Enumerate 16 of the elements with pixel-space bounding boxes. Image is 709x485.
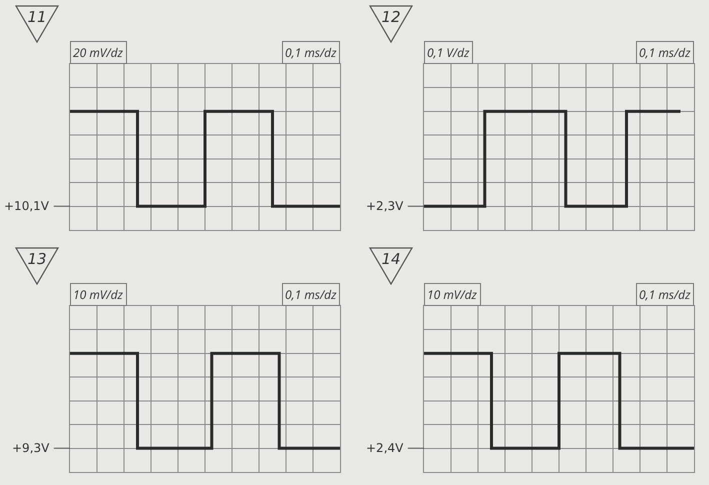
chart-title: 14 [380,250,402,268]
x-axis-title: 0,1 ms/dz [285,44,338,61]
chart-title: 11 [26,8,48,26]
ref-line-label: +2,4V [366,441,404,455]
x-axis-title: 0,1 ms/dz [285,286,338,303]
y-axis-title: 0,1 V/dz [427,44,470,61]
chart-title: 12 [380,8,402,26]
y-axis-title: 10 mV/dz [73,286,124,303]
y-axis-title: 20 mV/dz [73,44,124,61]
ref-line-label: +9,3V [12,441,50,455]
y-axis-title: 10 mV/dz [427,286,478,303]
chart-title: 13 [26,250,48,268]
ref-line-label: +10,1V [4,199,50,213]
ref-line-label: +2,3V [366,199,404,213]
x-axis-title: 0,1 ms/dz [639,286,692,303]
x-axis-title: 0,1 ms/dz [639,44,692,61]
